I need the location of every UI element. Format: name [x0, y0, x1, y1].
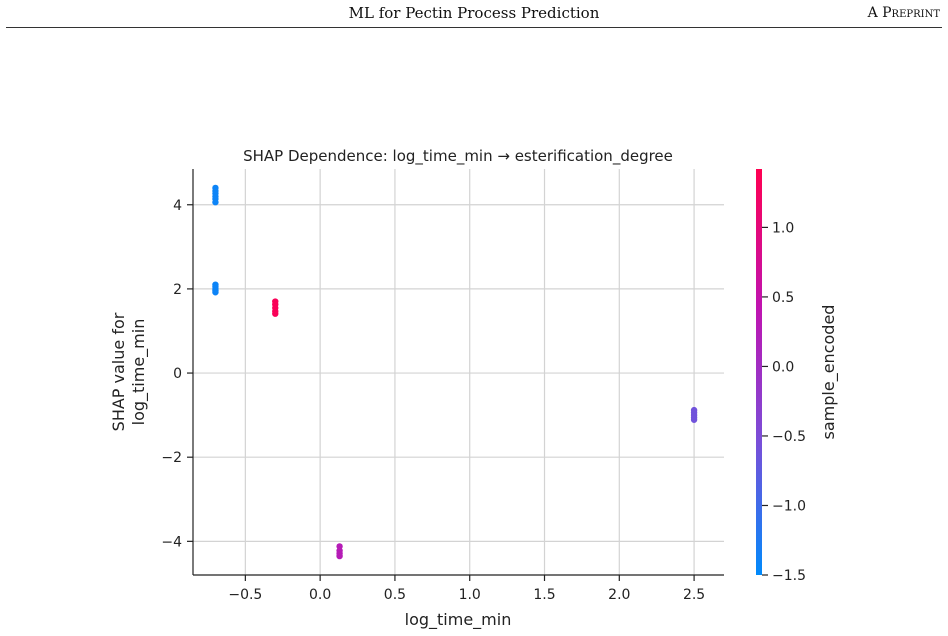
colorbar-label: sample_encoded	[819, 305, 839, 440]
running-title: ML for Pectin Process Prediction	[348, 4, 600, 22]
y-tick-label: −2	[161, 450, 182, 466]
data-point	[272, 310, 279, 317]
y-tick-label: 2	[173, 282, 182, 298]
x-tick-label: 2.5	[683, 587, 705, 603]
x-tick-label: 1.5	[533, 587, 555, 603]
page-header: ML for Pectin Process Prediction A Prepr…	[0, 0, 948, 34]
colorbar-tick-label: −1.5	[772, 568, 806, 584]
colorbar-gradient	[756, 169, 762, 575]
colorbar-tick-label: 1.0	[772, 220, 794, 236]
data-point	[690, 416, 698, 423]
y-tick-label: 0	[173, 366, 182, 382]
chart-title: SHAP Dependence: log_time_min → esterifi…	[243, 147, 673, 166]
y-axis-label: SHAP value for log_time_min	[109, 312, 149, 431]
header-rule	[6, 27, 942, 28]
preprint-tag: A Preprint	[867, 5, 940, 21]
data-points	[212, 184, 698, 560]
x-tick-label: 1.0	[459, 587, 481, 603]
y-axis-label-line-1: SHAP value for	[109, 312, 128, 431]
colorbar-tick-label: −1.0	[772, 498, 806, 514]
colorbar-tick-label: 0.5	[772, 290, 794, 306]
x-tick-label: −0.5	[228, 587, 262, 603]
x-axis-ticks: −0.5 0.0 0.5 1.0 1.5 2.0 2.5	[228, 575, 705, 603]
x-tick-label: 2.0	[608, 587, 630, 603]
y-tick-label: 4	[173, 198, 182, 214]
data-point	[212, 289, 219, 296]
colorbar-tick-label: 0.0	[772, 359, 794, 375]
x-tick-label: 0.0	[309, 587, 331, 603]
y-tick-label: −4	[161, 534, 182, 550]
x-axis-label: log_time_min	[405, 610, 512, 630]
grid-lines	[193, 169, 724, 575]
data-point	[212, 199, 219, 206]
colorbar-ticks: 1.0 0.5 0.0 −0.5 −1.0 −1.5	[762, 220, 806, 584]
colorbar: 1.0 0.5 0.0 −0.5 −1.0 −1.5 sample_encoded	[756, 169, 839, 584]
y-axis-label-line-2: log_time_min	[129, 319, 149, 426]
x-tick-label: 0.5	[384, 587, 406, 603]
colorbar-tick-label: −0.5	[772, 429, 806, 445]
plot-area: −0.5 0.0 0.5 1.0 1.5 2.0 2.5 −4 −2 0 2 4	[161, 169, 724, 603]
data-point	[336, 552, 343, 560]
y-axis-ticks: −4 −2 0 2 4	[161, 198, 193, 550]
